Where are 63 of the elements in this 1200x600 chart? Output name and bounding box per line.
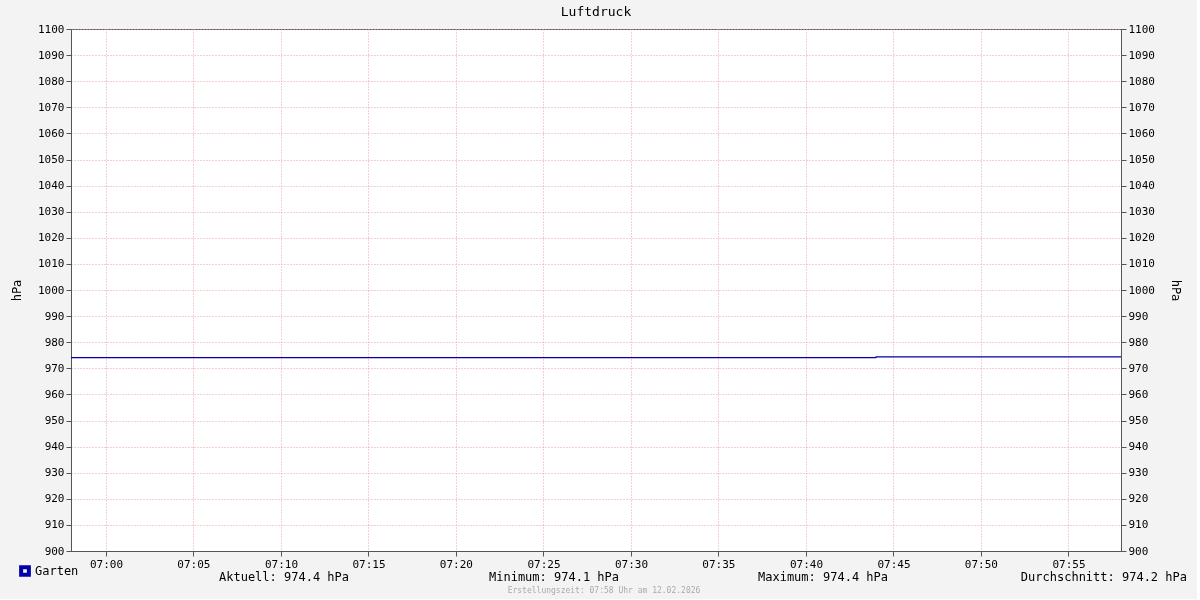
y-axis-title: hPa (10, 279, 25, 302)
y-tick-label: 1060 (38, 126, 65, 140)
y-tick-label: 1070 (38, 100, 65, 114)
y2-tick-label: 960 (1128, 387, 1149, 401)
x-tick-label: 07:00 (89, 557, 124, 571)
text: Aktuell: 974.4 hPa (219, 570, 350, 584)
y-tick-label: 1100 (38, 22, 65, 36)
x-tick-label: 07:10 (264, 557, 299, 571)
x-tick-label: 07:05 (177, 557, 211, 571)
y-tick-label: 1090 (38, 48, 65, 62)
y-tick-label: 990 (44, 309, 65, 323)
y-tick-label: 920 (44, 492, 65, 506)
text: Erstellungszeit: 07:58 Uhr am 12.02.2026 (507, 586, 701, 595)
y-tick-label: 950 (44, 414, 65, 427)
y-tick-label: 1010 (38, 257, 65, 271)
y-tick-label: 1030 (38, 205, 65, 219)
y-tick-label: 1020 (38, 231, 65, 245)
x-tick-label: 07:45 (877, 557, 911, 571)
x-tick-label: 07:50 (964, 557, 998, 571)
y2-tick-label: 1040 (1128, 179, 1155, 193)
y-tick-label: 1000 (38, 283, 65, 297)
y-tick-label: 900 (44, 544, 65, 558)
y2-tick-label: 980 (1128, 335, 1149, 349)
x-tick-label: 07:55 (1052, 557, 1086, 571)
x-tick-label: 07:15 (352, 557, 386, 571)
x-tick-label: 07:25 (527, 557, 561, 571)
y2-tick-label: 990 (1128, 309, 1149, 323)
y-tick-label: 1080 (38, 74, 65, 88)
y-tick-label: 1040 (38, 179, 65, 193)
y2-tick-label: 1100 (1128, 22, 1155, 36)
y2-tick-label: 1090 (1128, 48, 1155, 62)
x-tick-label: 07:35 (702, 557, 736, 571)
legend-label: Garten (35, 564, 79, 578)
y2-tick-label: 1010 (1128, 257, 1155, 271)
text: Durchschnitt: 974.2 hPa (1020, 570, 1187, 584)
y-tick-label: 960 (44, 387, 65, 401)
y2-tick-label: 970 (1128, 361, 1149, 375)
y2-axis-title: hPa (1168, 279, 1183, 302)
y2-tick-label: 1030 (1128, 205, 1155, 219)
y2-tick-label: 1050 (1128, 153, 1155, 166)
text: Minimum: 974.1 hPa (489, 570, 620, 584)
x-tick-label: 07:20 (439, 557, 473, 571)
x-tick-label: 07:40 (789, 557, 824, 571)
y-tick-label: 930 (44, 466, 65, 480)
y-tick-label: 1050 (38, 153, 65, 166)
x-tick-label: 07:30 (614, 557, 649, 571)
chart-title: Luftdruck (560, 4, 632, 19)
y-tick-label: 910 (44, 518, 65, 532)
y2-tick-label: 1060 (1128, 126, 1155, 140)
y2-tick-label: 950 (1128, 414, 1149, 427)
y2-tick-label: 1000 (1128, 283, 1155, 297)
y2-tick-label: 1070 (1128, 100, 1155, 114)
text: Maximum: 974.4 hPa (758, 570, 889, 584)
y2-tick-label: 910 (1128, 518, 1149, 532)
y2-tick-label: 930 (1128, 466, 1149, 480)
y-tick-label: 940 (44, 440, 65, 454)
y-tick-label: 970 (44, 361, 65, 375)
y2-tick-label: 920 (1128, 492, 1149, 506)
y2-tick-label: 940 (1128, 440, 1149, 454)
y2-tick-label: 900 (1128, 544, 1149, 558)
y2-tick-label: 1020 (1128, 231, 1155, 245)
y2-tick-label: 1080 (1128, 74, 1155, 88)
y-tick-label: 980 (44, 335, 65, 349)
